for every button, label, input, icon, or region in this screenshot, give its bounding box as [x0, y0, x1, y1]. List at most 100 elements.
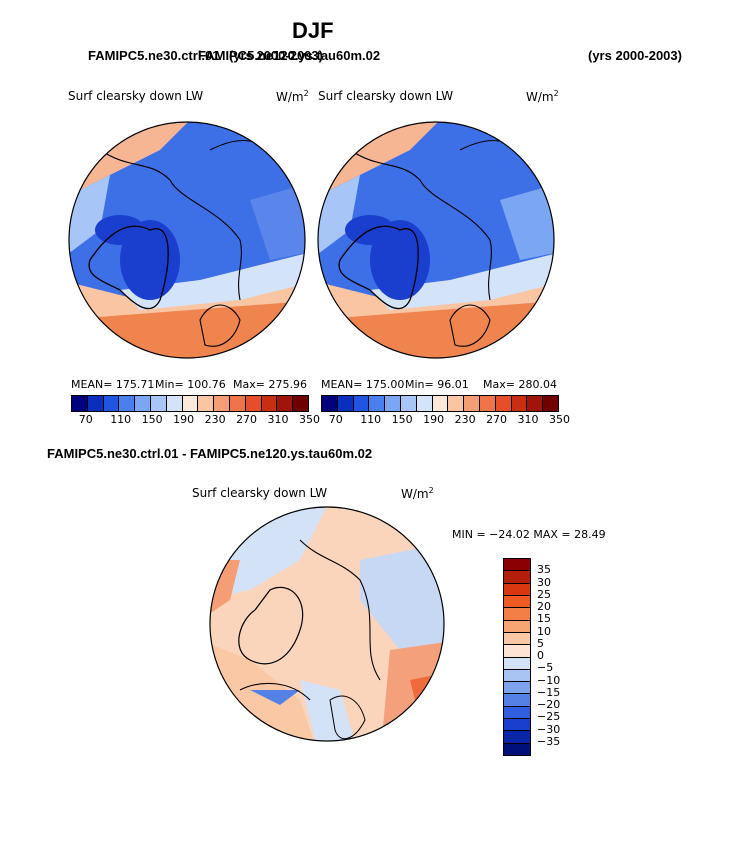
colorbar-tick-label: 230	[204, 413, 226, 426]
colorbar-swatch	[103, 396, 120, 411]
colorbar-tick-label: 110	[360, 413, 382, 426]
colorbar-swatch	[119, 396, 136, 411]
colorbar-diff-tick-label: −30	[537, 722, 561, 736]
colorbar-swatch	[504, 608, 530, 621]
colorbar-diff-tick-label: 20	[537, 600, 551, 613]
colorbar-tick-label: 270	[236, 413, 258, 426]
colorbar-tick-label: 150	[391, 413, 413, 426]
panel-2-mean: MEAN= 175.00	[321, 378, 405, 391]
colorbar-swatch	[353, 396, 370, 411]
colorbar-diff-tick-label: 25	[537, 587, 551, 601]
colorbar-swatch	[432, 396, 449, 411]
colorbar-tick-label: 190	[173, 413, 195, 426]
colorbar-diff-tick-label: −20	[537, 698, 561, 711]
colorbar-diff-tick-label: 30	[537, 575, 551, 589]
map-panel-2	[318, 122, 554, 358]
colorbar-tick-label: 270	[486, 413, 508, 426]
colorbar-tick-label: 350	[549, 413, 570, 426]
colorbar-swatch	[504, 743, 530, 755]
panel-2-min: Min= 96.01	[405, 378, 469, 391]
colorbar-panel-1	[71, 395, 309, 412]
colorbar-swatch	[504, 620, 530, 633]
colorbar-swatch	[504, 731, 530, 744]
colorbar-swatch	[400, 396, 417, 411]
colorbar-swatch	[87, 396, 104, 411]
header-case-2: FAMIPC5.ne120.ys.tau60m.02	[198, 48, 381, 63]
diff-minmax: MIN = −24.02 MAX = 28.49	[452, 528, 606, 541]
colorbar-swatch	[504, 595, 530, 609]
colorbar-diff-tick-label: −5	[537, 661, 554, 675]
header-case-1: FAMIPC5.ne30.ctrl.01	[88, 48, 220, 63]
colorbar-swatch	[504, 657, 530, 670]
map-panel-diff	[210, 507, 444, 741]
colorbar-diff-labels: 35 30 25 20 15 10 5 0 −5 −10 −15 −20 −25 −30 −35	[537, 558, 577, 754]
colorbar-tick-label: 70	[328, 413, 343, 426]
colorbar-tick-label: 310	[517, 413, 539, 426]
colorbar-tick-label: 110	[110, 413, 132, 426]
panel-2-max: Max= 280.04	[483, 378, 557, 391]
colorbar-swatch	[504, 719, 530, 732]
colorbar-diff-tick-label: 10	[537, 624, 551, 638]
colorbar-swatch	[385, 396, 401, 411]
colorbar-swatch	[504, 559, 530, 572]
colorbar-swatch	[277, 396, 294, 411]
colorbar-swatch	[369, 396, 386, 411]
colorbar-tick-label: 70	[78, 413, 93, 426]
panel-1-variable: Surf clearsky down LW	[68, 89, 204, 103]
colorbar-swatch	[245, 396, 262, 411]
panel-1-min: Min= 100.76	[155, 378, 226, 391]
colorbar-swatch	[416, 396, 433, 411]
colorbar-tick-label: 230	[454, 413, 476, 426]
colorbar-diff-tick-label: −15	[537, 685, 561, 699]
figure-title: DJF	[292, 18, 334, 43]
colorbar-swatch	[229, 396, 246, 411]
diff-title: FAMIPC5.ne30.ctrl.01 - FAMIPC5.ne120.ys.…	[47, 446, 373, 461]
colorbar-tick-label: 190	[423, 413, 445, 426]
panel-1-units: W/m2	[276, 89, 309, 104]
diff-units: W/m2	[401, 486, 434, 501]
colorbar-swatch	[261, 396, 278, 411]
colorbar-swatch	[543, 396, 558, 411]
panel-1-max: Max= 275.96	[233, 378, 307, 391]
header-years-2: (yrs 2000-2003)	[588, 48, 682, 63]
colorbar-diff-tick-label: −25	[537, 710, 561, 724]
map-panel-1	[69, 122, 305, 358]
colorbar-diff-tick-label: 15	[537, 612, 551, 626]
panel-2-variable: Surf clearsky down LW	[318, 89, 454, 103]
colorbar-swatch	[504, 645, 530, 658]
colorbar-swatch	[150, 396, 167, 411]
panel-1-mean: MEAN= 175.71	[71, 378, 155, 391]
colorbar-swatch	[504, 632, 530, 646]
colorbar-diff-tick-label: 0	[537, 649, 544, 662]
header-years-1: (yrs 2000-2003)	[229, 48, 323, 63]
colorbar-tick-label: 310	[267, 413, 289, 426]
colorbar-swatch	[166, 396, 183, 411]
colorbar-swatch	[479, 396, 496, 411]
colorbar-diff-tick-label: 35	[537, 563, 551, 577]
colorbar-swatch	[495, 396, 512, 411]
colorbar-diff	[503, 558, 531, 756]
panel-2-units: W/m2	[526, 89, 559, 104]
colorbar-swatch	[504, 669, 530, 683]
diff-variable: Surf clearsky down LW	[192, 486, 328, 500]
colorbar-swatch	[214, 396, 230, 411]
colorbar-panel-2	[321, 395, 559, 412]
colorbar-swatch	[135, 396, 151, 411]
colorbar-diff-tick-label: −35	[537, 734, 561, 748]
colorbar-swatch	[504, 571, 530, 584]
colorbar-swatch	[464, 396, 480, 411]
colorbar-swatch	[448, 396, 465, 411]
colorbar-swatch	[322, 396, 338, 411]
colorbar-swatch	[293, 396, 308, 411]
colorbar-swatch	[511, 396, 528, 411]
colorbar-swatch	[198, 396, 215, 411]
colorbar-swatch	[182, 396, 199, 411]
colorbar-swatch	[504, 694, 530, 707]
colorbar-swatch	[504, 706, 530, 720]
colorbar-swatch	[72, 396, 88, 411]
colorbar-diff-tick-label: 5	[537, 636, 544, 650]
colorbar-swatch	[527, 396, 544, 411]
colorbar-tick-label: 350	[299, 413, 320, 426]
colorbar-diff-tick-label: −10	[537, 673, 561, 687]
